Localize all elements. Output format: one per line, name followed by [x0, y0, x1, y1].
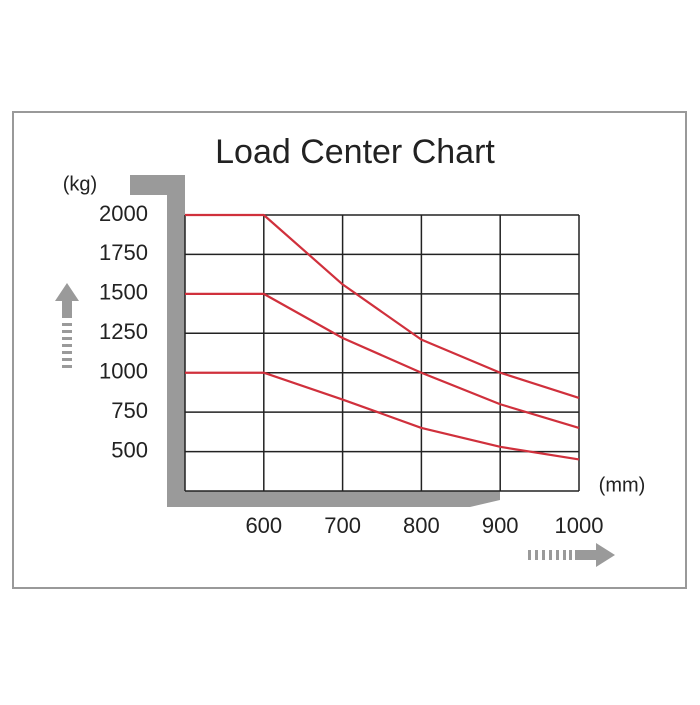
- chart-title: Load Center Chart: [215, 133, 495, 171]
- x-tick-label: 1000: [555, 513, 604, 538]
- up-arrow: [55, 283, 79, 318]
- load-curve: [185, 292, 580, 429]
- load-curve: [185, 371, 580, 461]
- x-tick-label: 800: [403, 513, 440, 538]
- y-tick-label: 500: [111, 437, 148, 462]
- up-arrow-dashes: [62, 323, 72, 368]
- y-axis-label: (kg): [63, 173, 97, 195]
- fork-shape: [130, 175, 500, 507]
- y-tick-label: 1000: [99, 359, 148, 384]
- x-tick-label: 900: [482, 513, 519, 538]
- x-axis-label: (mm): [599, 474, 646, 496]
- x-tick-label: 700: [324, 513, 361, 538]
- y-tick-label: 1250: [99, 319, 148, 344]
- y-tick-label: 1500: [99, 280, 148, 305]
- y-tick-label: 2000: [99, 201, 148, 226]
- load-curve: [185, 213, 580, 399]
- right-arrow-dashes: [528, 550, 572, 560]
- frame: [12, 111, 687, 589]
- y-tick-label: 750: [111, 398, 148, 423]
- right-arrow: [575, 543, 615, 567]
- y-tick-label: 1750: [99, 240, 148, 265]
- x-tick-label: 600: [245, 513, 282, 538]
